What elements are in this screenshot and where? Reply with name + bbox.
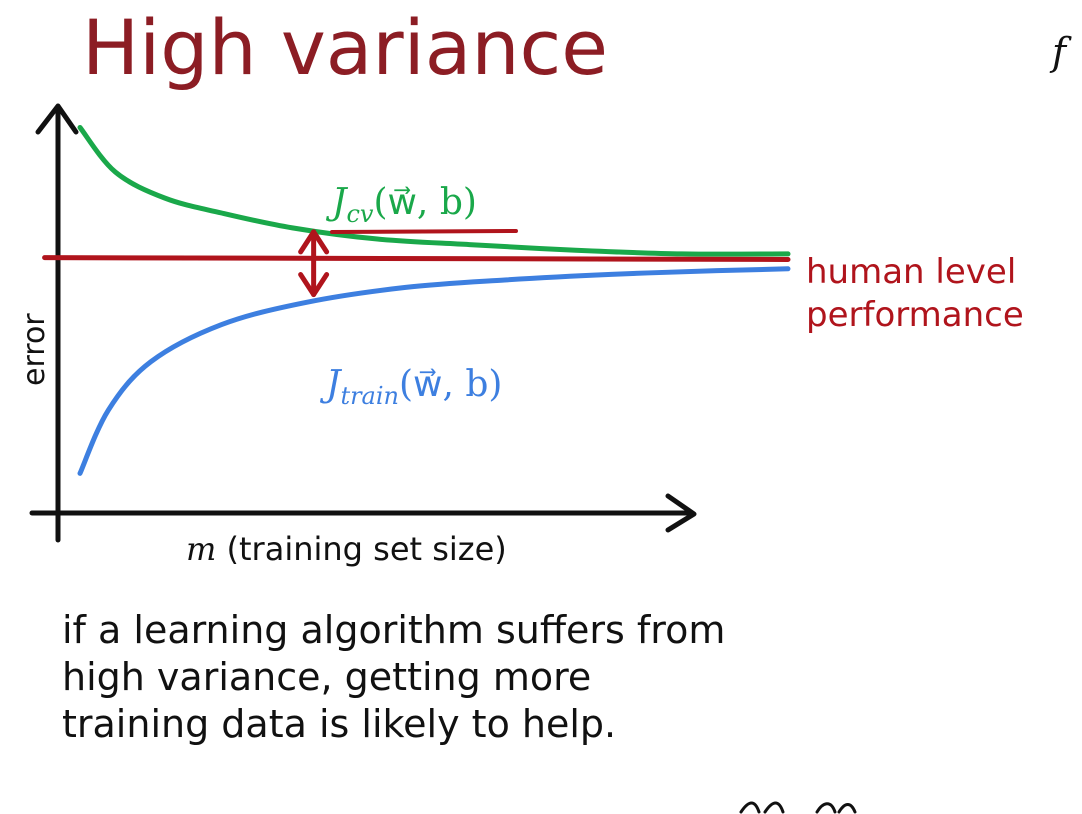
cv-series-label: Jcv(w⃗, b) [325,182,477,228]
cv-label-underline [330,229,518,234]
train-label-args: (w⃗, b) [399,364,502,405]
train-series-line [77,266,791,476]
x-axis-label: m (training set size) [186,530,507,568]
train-label-main: J [319,364,343,405]
y-axis-arrowhead [35,103,79,135]
train-label-sub: train [340,382,399,410]
train-series-label: Jtrain(w⃗, b) [319,364,502,410]
partial-handwriting [739,801,857,814]
cv-label-args: (w⃗, b) [373,182,476,223]
cv-label-main: J [325,182,349,223]
cv-label-sub: cv [346,200,373,228]
annotation-layer [298,229,330,298]
human-series-line [42,255,791,262]
human-level-label-line2: performance [806,295,1024,335]
learning-curve-chart: Jcv(w⃗, b) Jtrain(w⃗, b) human level per… [17,103,1024,568]
y-axis-label: error [17,313,52,386]
series-layer [42,124,791,476]
x-axis-arrowhead [665,493,697,533]
slide-title: High variance [82,3,609,92]
x-axis-label-rest: (training set size) [216,530,506,568]
gap-arrow-head-bottom [298,272,330,298]
human-level-label-line1: human level [806,252,1016,292]
caption-text: if a learning algorithm suffers from hig… [62,608,726,746]
x-axis-label-var: m [186,530,216,568]
cv-series-line [77,124,791,257]
corner-math-glyph: f [1052,30,1067,74]
gap-arrow-head-top [298,229,330,255]
axes [29,103,697,543]
